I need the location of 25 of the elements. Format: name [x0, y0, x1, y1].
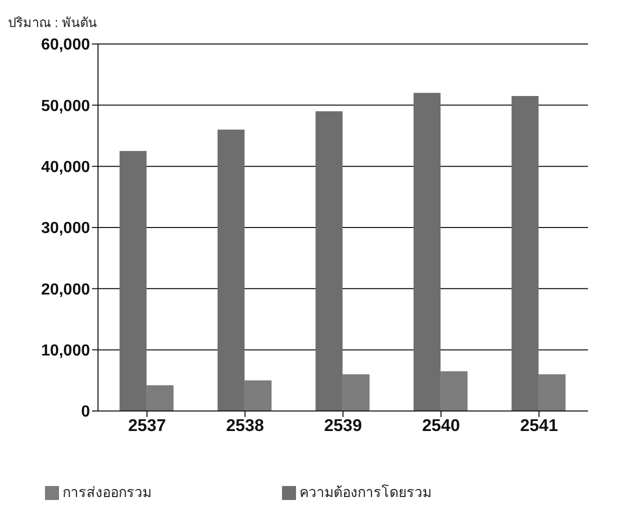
bar — [120, 151, 147, 411]
bar — [316, 111, 343, 411]
bar — [244, 380, 272, 411]
x-tick-label: 2539 — [324, 416, 362, 436]
bar — [146, 385, 174, 411]
bar — [440, 371, 468, 411]
x-tick-label: 2537 — [128, 416, 166, 436]
bar — [342, 374, 370, 411]
x-tick-label: 2540 — [422, 416, 460, 436]
y-tick-label: 0 — [81, 404, 90, 421]
y-tick-label: 40,000 — [41, 159, 90, 176]
y-tick-label: 50,000 — [41, 98, 90, 115]
bar — [538, 374, 566, 411]
legend-label: ความต้องการโดยรวม — [300, 484, 432, 500]
x-tick-label: 2538 — [226, 416, 264, 436]
y-tick-label: 30,000 — [41, 220, 90, 238]
y-axis-title: ปริมาณ : พันตัน — [8, 14, 97, 32]
bar — [414, 92, 441, 411]
y-tick-label: 60,000 — [41, 36, 90, 54]
bar — [512, 96, 539, 411]
y-tick-label: 10,000 — [41, 342, 90, 360]
x-tick-label: 2541 — [520, 416, 558, 436]
legend-label: การส่งออกรวม — [62, 484, 152, 500]
y-tick-label: 20,000 — [41, 281, 90, 298]
bar — [218, 130, 245, 411]
